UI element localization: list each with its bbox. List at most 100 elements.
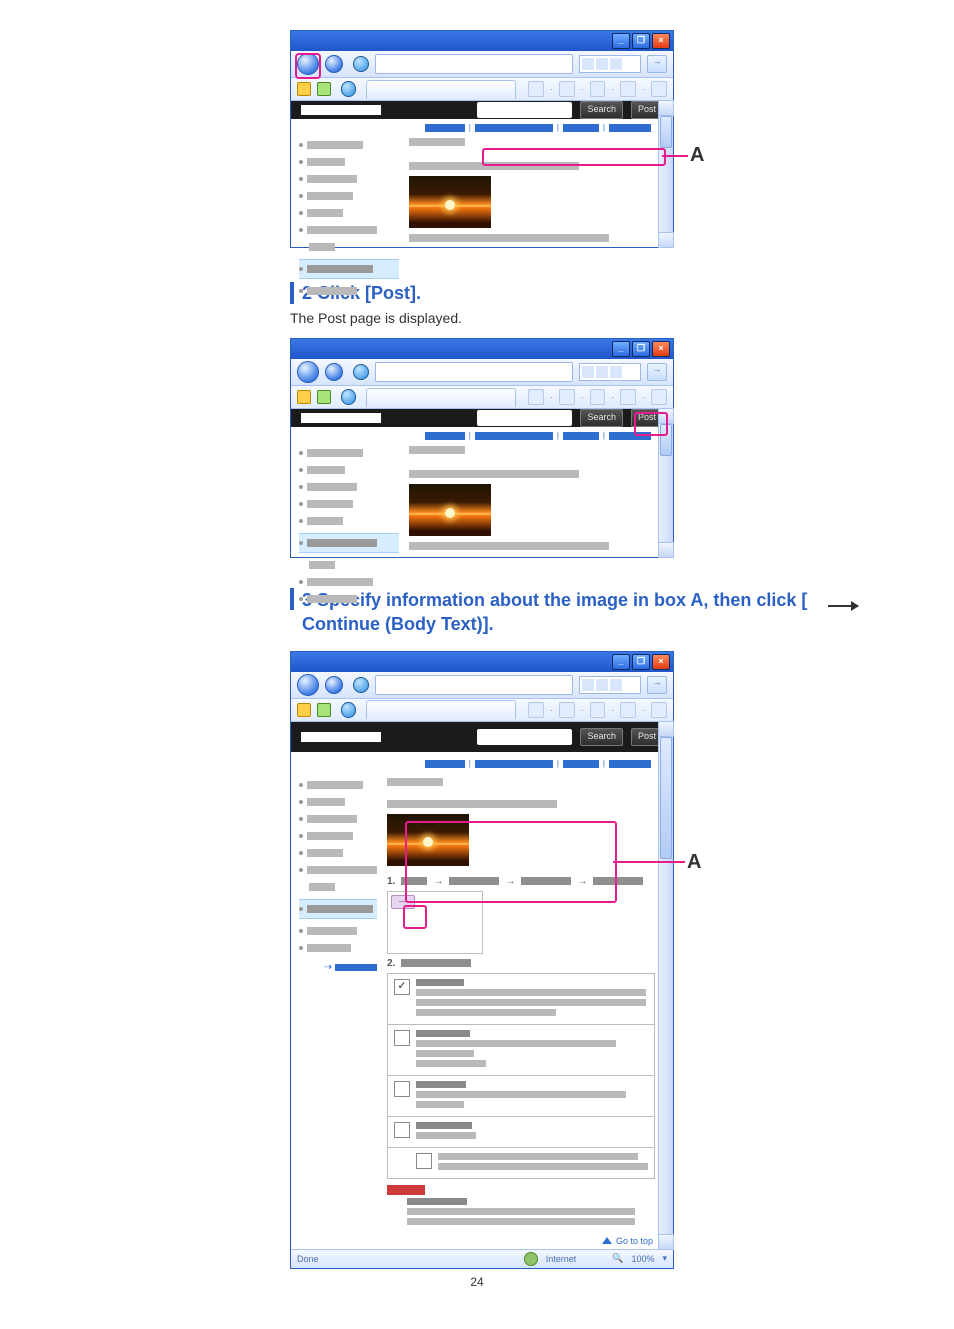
window-minimize-button[interactable]: _ <box>612 341 630 357</box>
sidebar-item[interactable] <box>299 924 377 938</box>
feeds-icon[interactable] <box>559 81 575 97</box>
sidebar-item-active[interactable] <box>299 259 399 279</box>
sidebar-item[interactable] <box>299 829 377 843</box>
sidebar-item[interactable] <box>299 497 399 511</box>
favorites-star-icon[interactable] <box>297 82 311 96</box>
add-favorite-icon[interactable] <box>317 703 331 717</box>
feeds-icon[interactable] <box>559 389 575 405</box>
sidebar-item[interactable] <box>299 138 399 152</box>
sidebar-item[interactable] <box>299 446 399 460</box>
checkbox[interactable] <box>394 1030 410 1046</box>
window-minimize-button[interactable]: _ <box>612 33 630 49</box>
sidebar-item[interactable] <box>299 480 399 494</box>
site-search-input[interactable] <box>477 729 572 745</box>
sidebar-item[interactable] <box>299 206 399 220</box>
favorites-star-icon[interactable] <box>297 390 311 404</box>
forward-button[interactable] <box>325 55 343 73</box>
nav-link[interactable] <box>425 124 465 132</box>
window-close-button[interactable]: × <box>652 654 670 670</box>
window-close-button[interactable]: × <box>652 33 670 49</box>
search-button[interactable]: Search <box>580 101 623 119</box>
print-icon[interactable] <box>590 702 606 718</box>
sidebar-item-active[interactable] <box>299 899 377 919</box>
address-bar[interactable] <box>375 362 573 382</box>
nav-link[interactable] <box>609 432 651 440</box>
checkbox[interactable] <box>394 1122 410 1138</box>
add-favorite-icon[interactable] <box>317 390 331 404</box>
window-maximize-button[interactable]: ❐ <box>632 654 650 670</box>
browser-tab[interactable] <box>366 388 516 407</box>
address-bar[interactable] <box>375 675 573 695</box>
tools-icon[interactable] <box>651 81 667 97</box>
browser-search-box[interactable] <box>579 55 641 73</box>
search-button[interactable]: Search <box>580 409 623 427</box>
breadcrumb-seg[interactable] <box>521 877 571 885</box>
home-icon[interactable] <box>528 81 544 97</box>
address-bar[interactable] <box>375 54 573 74</box>
go-button[interactable]: → <box>647 363 667 381</box>
window-maximize-button[interactable]: ❐ <box>632 341 650 357</box>
nav-link[interactable] <box>563 124 599 132</box>
vertical-scrollbar[interactable] <box>658 101 673 247</box>
sidebar-item[interactable] <box>299 240 399 254</box>
vertical-scrollbar[interactable] <box>658 409 673 557</box>
window-close-button[interactable]: × <box>652 341 670 357</box>
nav-link[interactable] <box>475 124 553 132</box>
go-button[interactable]: → <box>647 55 667 73</box>
sidebar-more-link[interactable]: ⇢ <box>324 962 377 973</box>
browser-tab[interactable] <box>366 700 516 719</box>
nav-link[interactable] <box>609 760 651 768</box>
sidebar-item[interactable] <box>299 592 399 606</box>
sidebar-item[interactable] <box>299 575 399 589</box>
sidebar-item[interactable] <box>299 778 377 792</box>
tools-icon[interactable] <box>651 389 667 405</box>
sidebar-item[interactable] <box>299 463 399 477</box>
window-minimize-button[interactable]: _ <box>612 654 630 670</box>
back-button[interactable] <box>297 53 319 75</box>
checkbox[interactable] <box>394 1081 410 1097</box>
upload-thumbnail-frame[interactable]: — <box>387 891 483 954</box>
sidebar-item[interactable] <box>299 846 377 860</box>
home-icon[interactable] <box>528 389 544 405</box>
back-button[interactable] <box>297 674 319 696</box>
nav-link[interactable] <box>425 432 465 440</box>
sidebar-item[interactable] <box>299 155 399 169</box>
nav-link[interactable] <box>609 124 651 132</box>
vertical-scrollbar[interactable] <box>658 722 673 1249</box>
go-button[interactable]: → <box>647 676 667 694</box>
sidebar-item[interactable] <box>299 189 399 203</box>
breadcrumb-seg[interactable] <box>401 877 427 885</box>
page-menu-icon[interactable] <box>620 81 636 97</box>
add-favorite-icon[interactable] <box>317 82 331 96</box>
sidebar-item-active[interactable] <box>299 533 399 553</box>
nav-link[interactable] <box>425 760 465 768</box>
page-menu-icon[interactable] <box>620 389 636 405</box>
search-button[interactable]: Search <box>580 728 623 746</box>
window-maximize-button[interactable]: ❐ <box>632 33 650 49</box>
sidebar-item[interactable] <box>299 514 399 528</box>
feeds-icon[interactable] <box>559 702 575 718</box>
forward-button[interactable] <box>325 676 343 694</box>
browser-tab[interactable] <box>366 80 516 99</box>
sidebar-item[interactable] <box>299 941 377 955</box>
favorites-star-icon[interactable] <box>297 703 311 717</box>
breadcrumb-seg[interactable] <box>593 877 643 885</box>
forward-button[interactable] <box>325 363 343 381</box>
sidebar-item[interactable] <box>299 172 399 186</box>
sidebar-item[interactable] <box>299 812 377 826</box>
nav-link[interactable] <box>563 432 599 440</box>
nav-link[interactable] <box>563 760 599 768</box>
nav-link[interactable] <box>475 432 553 440</box>
browser-search-box[interactable] <box>579 363 641 381</box>
back-button[interactable] <box>297 361 319 383</box>
checkbox[interactable]: ✓ <box>394 979 410 995</box>
breadcrumb-seg[interactable] <box>449 877 499 885</box>
tools-icon[interactable] <box>651 702 667 718</box>
page-menu-icon[interactable] <box>620 702 636 718</box>
print-icon[interactable] <box>590 389 606 405</box>
checkbox[interactable] <box>416 1153 432 1169</box>
sidebar-item[interactable] <box>299 284 399 298</box>
sidebar-item[interactable] <box>299 795 377 809</box>
site-search-input[interactable] <box>477 102 572 118</box>
sidebar-item[interactable] <box>299 558 399 572</box>
